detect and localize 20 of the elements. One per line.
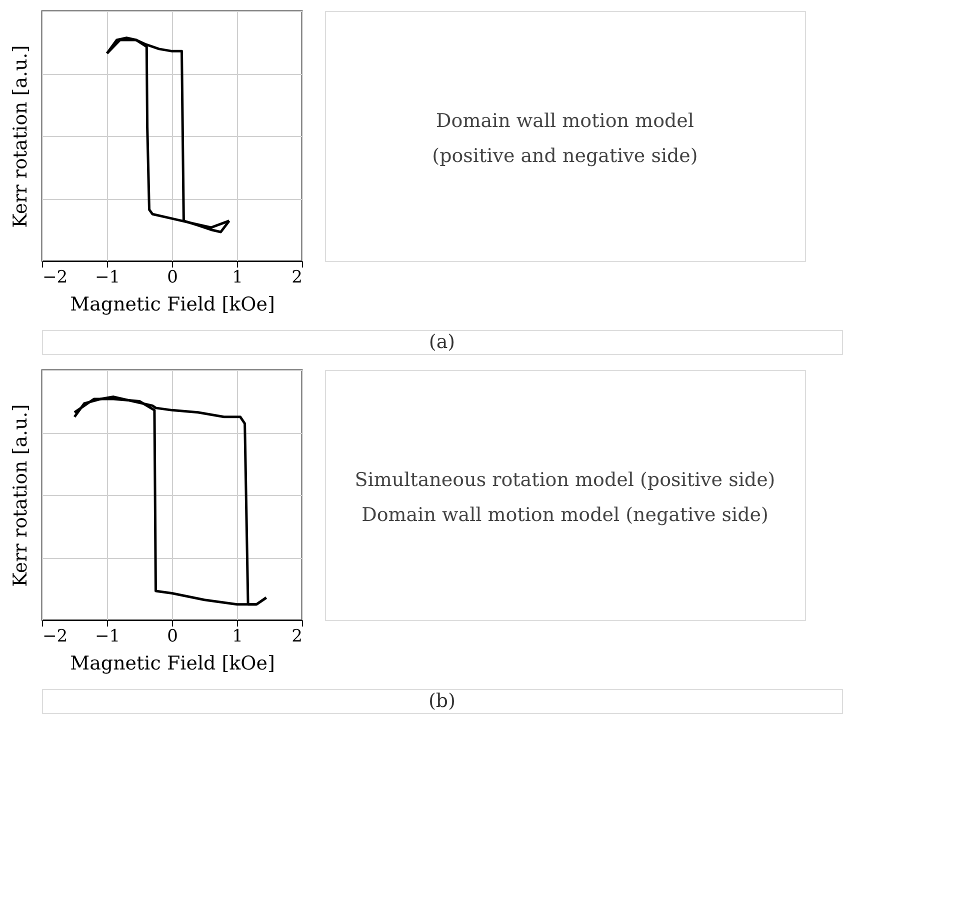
text: (positive and negative side) — [432, 145, 698, 167]
x-tick-label: 1 — [232, 626, 243, 646]
text: Simultaneous rotation model (positive side) — [354, 469, 776, 491]
text: Domain wall motion model (negative side) — [362, 504, 768, 526]
text: Domain wall motion model — [436, 110, 694, 132]
x-axis-title: Magnetic Field [kOe] — [70, 294, 275, 316]
y-axis-title: Kerr rotation [a.u.] — [10, 45, 32, 228]
x-axis-title: Magnetic Field [kOe] — [70, 652, 275, 674]
text: (a) — [428, 331, 456, 353]
x-tick-label: −2 — [42, 268, 68, 288]
x-tick-label: −1 — [94, 626, 120, 646]
text: (b) — [428, 690, 456, 712]
x-tick-label: −2 — [42, 626, 68, 646]
y-axis-title: Kerr rotation [a.u.] — [10, 404, 32, 587]
x-tick-label: 0 — [167, 268, 178, 288]
x-tick-label: 0 — [167, 626, 178, 646]
x-tick-label: 2 — [292, 626, 302, 646]
x-tick-label: 2 — [292, 268, 302, 288]
x-tick-label: 1 — [232, 268, 243, 288]
x-tick-label: −1 — [94, 268, 120, 288]
